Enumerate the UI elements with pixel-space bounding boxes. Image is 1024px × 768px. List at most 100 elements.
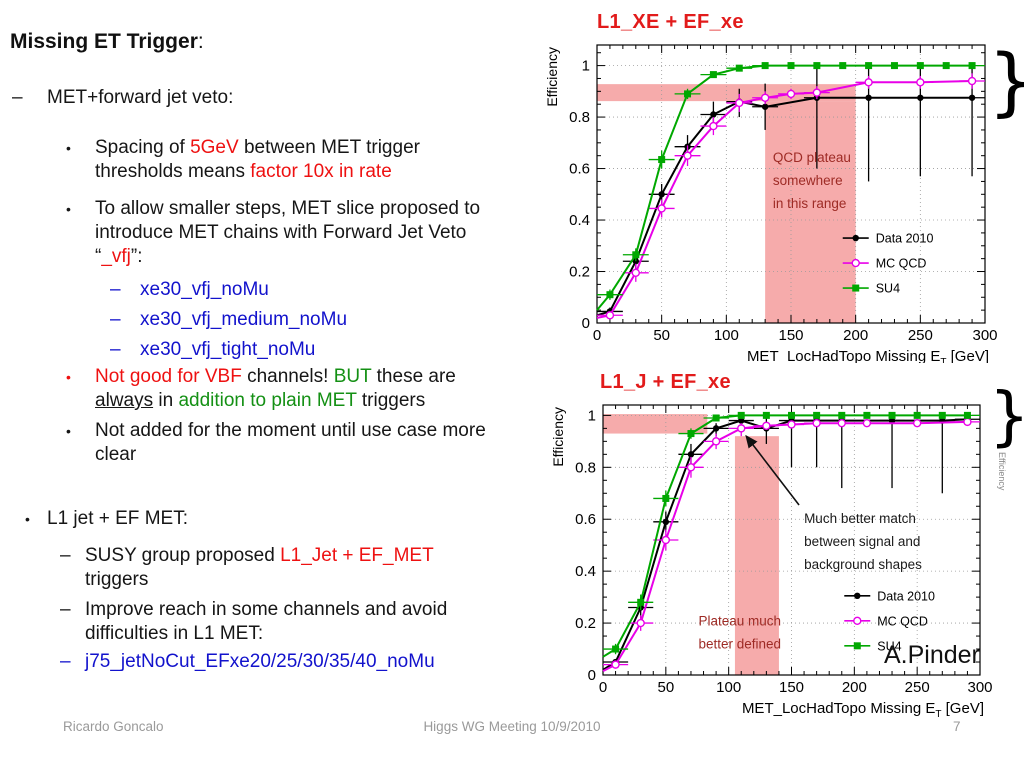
text-segment: L1 jet + EF MET: <box>47 508 188 529</box>
text-segment: SUSY group proposed <box>85 545 281 566</box>
svg-text:better defined: better defined <box>699 637 782 652</box>
text-segment: Improve reach in some channels and avoid… <box>85 599 448 644</box>
svg-text:0.2: 0.2 <box>575 615 596 632</box>
svg-text:50: 50 <box>657 679 674 696</box>
svg-text:SU4: SU4 <box>876 282 900 296</box>
bullet-item: – Improve reach in some channels and avoi… <box>0 598 558 646</box>
bullet-marker: – <box>60 599 71 620</box>
efficiency-chart-bottom: 0 50 100 150 200 250 300 0 0.2 0.4 0.6 0.8 1 MET_LocH… <box>550 404 993 720</box>
text-segment: between MET trigger thresholds means <box>95 137 420 182</box>
efficiency-chart-top: 0 50 100 150 200 250 300 0 0.2 0.4 0.6 0.8 1 MET_LocH… <box>544 44 998 363</box>
footer-page-number: 7 <box>953 719 961 734</box>
bullet-text: Not added for the moment until use case … <box>95 419 511 467</box>
text-segment: in <box>153 390 179 411</box>
svg-text:200: 200 <box>843 327 868 344</box>
text-segment: MET+forward jet veto: <box>47 87 234 108</box>
bullet-text: Spacing of 5GeV between MET trigger thre… <box>95 136 511 184</box>
svg-text:background shapes: background shapes <box>804 557 922 572</box>
svg-text:MET_LocHadTopo Missing ET [GeV: MET_LocHadTopo Missing ET [GeV] <box>742 700 984 720</box>
footer-meeting-title: Higgs WG Meeting 10/9/2010 <box>423 719 601 734</box>
svg-text:0.4: 0.4 <box>575 563 596 580</box>
bullet-text: xe30_vfj_medium_noMu <box>140 305 347 335</box>
bullet-item: • Not added for the moment until use case… <box>0 419 558 467</box>
svg-text:200: 200 <box>842 679 867 696</box>
text-segment: L1_Jet + EF_MET <box>280 545 434 566</box>
bullet-item: • Spacing of 5GeV between MET trigger thr… <box>0 136 558 184</box>
svg-text:0.8: 0.8 <box>575 459 596 476</box>
bullet-item: • To allow smaller steps, MET slice propo… <box>0 197 558 269</box>
bullet-marker: • <box>66 201 71 217</box>
bullet-text: L1 jet + EF MET: <box>47 507 188 531</box>
bullet-text: Improve reach in some channels and avoid… <box>85 598 501 646</box>
svg-text:0.4: 0.4 <box>569 212 590 229</box>
svg-text:Plateau much: Plateau much <box>699 614 782 629</box>
text-segment: triggers <box>85 569 149 590</box>
svg-text:Efficiency: Efficiency <box>550 407 566 467</box>
svg-text:300: 300 <box>967 679 992 696</box>
bullet-text: Not good for VBF channels! BUT these are… <box>95 365 511 413</box>
bullet-marker: – <box>60 545 71 566</box>
svg-text:100: 100 <box>714 327 739 344</box>
text-segment: : <box>197 30 204 53</box>
text-segment: BUT <box>333 366 372 387</box>
svg-text:between signal and: between signal and <box>804 534 920 549</box>
bullet-marker: • <box>25 511 30 527</box>
text-segment: channels! <box>241 366 334 387</box>
svg-text:MET_LocHadTopo Missing ET [GeV: MET_LocHadTopo Missing ET [GeV] <box>747 348 989 363</box>
text-segment: Not added for the moment until use case … <box>95 420 486 465</box>
bullet-text: To allow smaller steps, MET slice propos… <box>95 197 511 269</box>
text-segment: 5GeV <box>190 137 239 158</box>
svg-text:Data 2010: Data 2010 <box>877 589 935 603</box>
bullet-item: – j75_jetNoCut_EFxe20/25/30/35/40_noMu <box>0 650 558 674</box>
footer-author: Ricardo Goncalo <box>63 719 164 734</box>
chart-title-top: L1_XE + EF_xe <box>597 11 744 33</box>
text-segment: Not good for VBF <box>95 366 242 387</box>
bullet-marker: • <box>66 369 71 385</box>
svg-text:in this range: in this range <box>773 196 847 211</box>
bullet-marker: – <box>110 309 121 330</box>
bullet-item: • L1 jet + EF MET: <box>0 507 558 531</box>
svg-text:0: 0 <box>582 315 590 332</box>
text-segment: _vfj <box>101 246 131 267</box>
svg-text:MC QCD: MC QCD <box>876 257 927 271</box>
bullet-marker: – <box>60 651 71 672</box>
svg-text:0.2: 0.2 <box>569 264 590 281</box>
svg-text:150: 150 <box>779 679 804 696</box>
bullet-list: – MET+forward jet veto: • Spacing of 5GeV b… <box>0 86 558 674</box>
efficiency-right-axis-label: Efficiency <box>997 452 1007 491</box>
svg-text:100: 100 <box>716 679 741 696</box>
brace-top-plateau: } <box>988 45 1024 119</box>
text-segment: To allow smaller steps, MET slice propos… <box>95 198 481 267</box>
bullet-text: xe30_vfj_noMu <box>140 275 269 305</box>
bullet-marker: • <box>66 140 71 156</box>
svg-text:MC QCD: MC QCD <box>877 614 928 628</box>
svg-text:0.8: 0.8 <box>569 109 590 126</box>
bullet-marker: – <box>12 87 23 108</box>
svg-text:0.6: 0.6 <box>575 511 596 528</box>
svg-text:somewhere: somewhere <box>773 173 843 188</box>
svg-text:Efficiency: Efficiency <box>544 47 560 107</box>
svg-text:250: 250 <box>908 327 933 344</box>
bullet-item: • Not good for VBF channels! BUT these ar… <box>0 365 558 413</box>
bullet-text: j75_jetNoCut_EFxe20/25/30/35/40_noMu <box>85 650 435 674</box>
svg-text:Much better match: Much better match <box>804 511 916 526</box>
svg-text:SU4: SU4 <box>877 639 901 653</box>
svg-text:0.6: 0.6 <box>569 161 590 178</box>
svg-text:Data 2010: Data 2010 <box>876 232 934 246</box>
text-segment: factor 10x in rate <box>250 161 392 182</box>
text-segment: addition to plain MET <box>178 390 357 411</box>
bullet-item: – xe30_vfj_medium_noMu <box>0 305 558 335</box>
bullet-item: – SUSY group proposed L1_Jet + EF_MET tri… <box>0 544 558 592</box>
text-segment: these are <box>371 366 456 387</box>
svg-text:0: 0 <box>588 667 596 684</box>
svg-text:150: 150 <box>778 327 803 344</box>
text-segment: ”: <box>130 246 143 267</box>
bullet-text: MET+forward jet veto: <box>47 86 233 110</box>
credit-text: A.Pinder <box>884 641 980 669</box>
text-segment: j75_jetNoCut_EFxe20/25/30/35/40_noMu <box>85 651 435 672</box>
svg-text:300: 300 <box>972 327 997 344</box>
bullet-item: – MET+forward jet veto: <box>0 86 558 110</box>
svg-text:50: 50 <box>653 327 670 344</box>
chart-title-bottom: L1_J + EF_xe <box>600 371 731 393</box>
